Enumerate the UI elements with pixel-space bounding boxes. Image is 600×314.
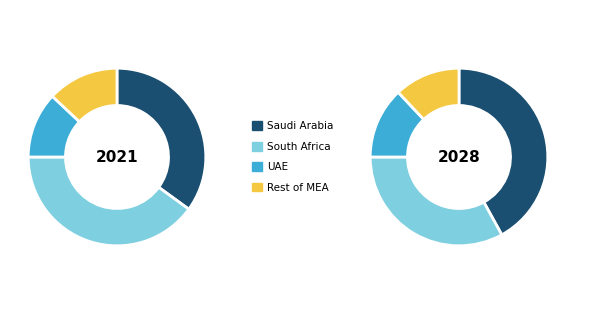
Wedge shape: [398, 68, 459, 119]
Wedge shape: [117, 68, 206, 209]
Wedge shape: [370, 157, 502, 246]
Wedge shape: [28, 157, 189, 246]
Wedge shape: [28, 96, 79, 157]
Text: 2028: 2028: [437, 149, 481, 165]
Wedge shape: [370, 92, 424, 157]
Legend: Saudi Arabia, South Africa, UAE, Rest of MEA: Saudi Arabia, South Africa, UAE, Rest of…: [253, 122, 333, 192]
Text: 2021: 2021: [95, 149, 139, 165]
Wedge shape: [459, 68, 548, 235]
Wedge shape: [52, 68, 117, 122]
